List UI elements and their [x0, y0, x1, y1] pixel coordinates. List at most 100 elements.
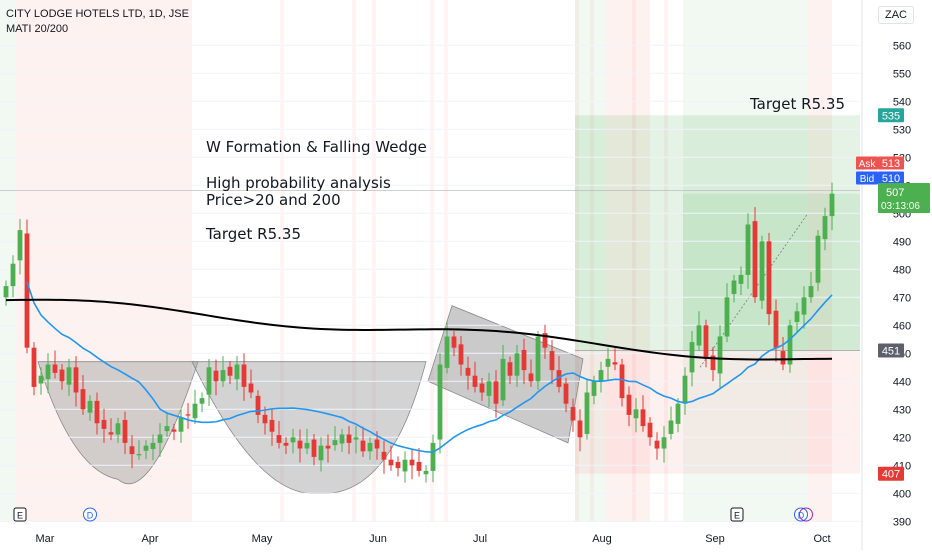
- y-tick-label: 560: [893, 40, 911, 52]
- candle-body: [24, 233, 30, 348]
- candle-body: [633, 409, 639, 419]
- price-axis[interactable]: 3904004104204304404504604704804905005105…: [861, 0, 911, 550]
- candle-body: [647, 422, 653, 438]
- candle-body: [472, 375, 478, 387]
- regime-band: [352, 0, 356, 522]
- candle-body: [122, 419, 128, 443]
- candle-body: [815, 235, 821, 283]
- candle-body: [626, 394, 632, 415]
- candle-body: [304, 442, 310, 449]
- candle-body: [612, 362, 618, 365]
- ask-badge: [878, 156, 904, 170]
- regime-band: [664, 0, 668, 522]
- bid-label: [856, 171, 878, 185]
- candle-body: [66, 367, 72, 385]
- regime-band: [632, 0, 636, 522]
- symbol-title[interactable]: CITY LODGE HOTELS LTD, 1D, JSE: [6, 8, 189, 20]
- regime-band: [575, 0, 579, 522]
- candle-body: [486, 381, 492, 396]
- candle-body: [73, 367, 79, 393]
- y-tick-label: 430: [893, 404, 911, 416]
- x-tick-label: Apr: [141, 533, 158, 545]
- y-tick-label: 460: [893, 320, 911, 332]
- long-position-zones: [0, 115, 860, 474]
- y-tick-label: 540: [893, 96, 911, 108]
- candle-body: [395, 461, 401, 469]
- candle-body: [94, 400, 100, 424]
- annotation-line1: High probability analysis: [206, 174, 391, 192]
- stop-badge: [878, 466, 904, 481]
- candle-body: [87, 400, 93, 413]
- candle-body: [367, 442, 373, 452]
- candle-body: [206, 367, 212, 395]
- currency-badge[interactable]: ZAC: [878, 6, 914, 24]
- candle-body: [542, 333, 548, 348]
- candle-body: [199, 398, 205, 404]
- candle-body: [458, 344, 464, 365]
- target-badge-text: 535: [882, 110, 900, 122]
- regime-band: [605, 0, 650, 522]
- candle-body: [255, 395, 261, 415]
- candle-body: [227, 366, 233, 376]
- price-badges: 535 451 407 513 Ask 510 Bid 507 03:13:06: [856, 108, 930, 481]
- candle-body: [563, 383, 569, 404]
- ask-badge-text: 513: [882, 158, 900, 170]
- candle-body: [745, 224, 751, 275]
- candle-body: [311, 439, 317, 457]
- candle-body: [437, 364, 443, 440]
- background-bands: [0, 0, 832, 522]
- candle-body: [570, 407, 576, 421]
- candle-body: [178, 417, 184, 432]
- candle-body: [115, 423, 121, 435]
- candle-body: [45, 364, 51, 380]
- x-tick-label: Jul: [473, 533, 487, 545]
- candle-body: [717, 336, 723, 374]
- candle-body: [801, 297, 807, 315]
- annotations: W Formation & Falling Wedge High probabi…: [205, 95, 845, 243]
- y-tick-label: 490: [893, 236, 911, 248]
- bid-badge: [878, 171, 904, 185]
- candle-body: [150, 442, 156, 450]
- entry-badge-text: 451: [882, 346, 900, 358]
- candle-body: [108, 432, 114, 435]
- candle-body: [339, 434, 345, 444]
- ma20-line: [26, 281, 833, 453]
- candle-body: [220, 370, 226, 382]
- y-tick-label: 400: [893, 488, 911, 500]
- indicator-legend[interactable]: MATI 20/200: [6, 23, 69, 35]
- y-tick-label: 470: [893, 292, 911, 304]
- event-label: E: [17, 511, 23, 521]
- candle-body: [808, 286, 814, 298]
- x-tick-label: Oct: [813, 533, 830, 545]
- candle-body: [129, 446, 135, 455]
- candle-body: [549, 351, 555, 371]
- earnings-marker: [730, 507, 744, 522]
- profit-zone: [575, 115, 860, 351]
- candle-body: [780, 351, 786, 365]
- candle-body: [696, 325, 702, 346]
- candle-body: [752, 221, 758, 298]
- candle-body: [430, 442, 436, 471]
- candle-body: [318, 445, 324, 461]
- candle-body: [416, 461, 422, 471]
- profit-zone-filled: [683, 193, 860, 351]
- y-tick-label: 480: [893, 264, 911, 276]
- candle-body: [101, 419, 107, 429]
- y-tick-label: 550: [893, 68, 911, 80]
- candle-body: [703, 325, 709, 359]
- candle-body: [507, 362, 513, 376]
- candle-body: [822, 216, 828, 240]
- candle-body: [290, 437, 296, 443]
- event-label: D: [798, 511, 805, 521]
- annotation-line3: Target R5.35: [205, 225, 301, 243]
- time-axis[interactable]: Mar Apr May Jun Jul Aug Sep Oct: [36, 533, 831, 545]
- candle-body: [171, 429, 177, 432]
- bid-badge-text: 510: [882, 173, 900, 185]
- candle-body: [787, 325, 793, 365]
- y-tick-label: 390: [893, 516, 911, 528]
- candle-body: [234, 364, 240, 380]
- split-marker: [799, 507, 813, 522]
